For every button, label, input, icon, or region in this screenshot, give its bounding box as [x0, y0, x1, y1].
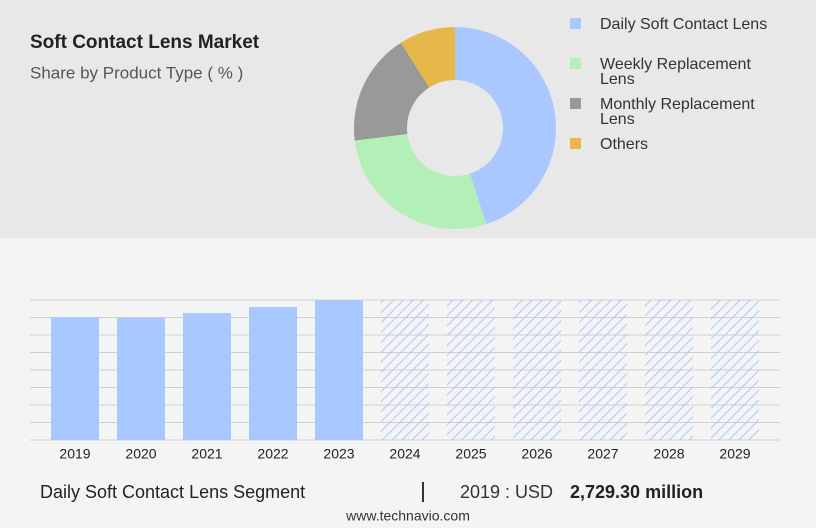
- bar: [249, 307, 297, 440]
- x-tick-label: 2020: [125, 446, 156, 462]
- bar: [51, 317, 99, 440]
- x-tick-label: 2022: [257, 446, 288, 462]
- footer-segment: Daily Soft Contact Lens Segment: [40, 482, 305, 502]
- donut-slice: [400, 27, 455, 88]
- x-tick-label: 2025: [455, 446, 486, 462]
- donut-slice: [354, 42, 430, 141]
- legend-swatch: [570, 58, 581, 69]
- x-tick-label: 2027: [587, 446, 618, 462]
- footer-value: 2,729.30 million: [570, 482, 703, 502]
- footer-year: 2019 : USD: [460, 482, 553, 502]
- x-tick-label: 2021: [191, 446, 222, 462]
- chart-subtitle: Share by Product Type ( % ): [30, 63, 243, 82]
- legend-label: Monthly Replacement Lens: [600, 96, 755, 128]
- legend-swatch: [570, 138, 581, 149]
- legend-swatch: [570, 18, 581, 29]
- forecast-bar: [645, 300, 693, 440]
- x-tick-label: 2023: [323, 446, 354, 462]
- chart-title: Soft Contact Lens Market: [30, 32, 260, 53]
- x-tick-label: 2028: [653, 446, 684, 462]
- donut-slice: [455, 27, 556, 225]
- forecast-bar: [513, 300, 561, 440]
- bar: [315, 300, 363, 440]
- x-tick-label: 2024: [389, 446, 420, 462]
- forecast-bar: [711, 300, 759, 440]
- x-tick-label: 2026: [521, 446, 552, 462]
- forecast-bar: [579, 300, 627, 440]
- legend-label: Others: [600, 136, 649, 153]
- donut-slice: [354, 134, 487, 230]
- legend-swatch: [570, 98, 581, 109]
- bar: [117, 318, 165, 440]
- legend-label: Daily Soft Contact Lens: [600, 16, 768, 33]
- website: www.technavio.com: [345, 508, 470, 524]
- bar: [183, 313, 231, 440]
- forecast-bar: [447, 300, 495, 440]
- x-tick-label: 2019: [59, 446, 90, 462]
- legend-label: Weekly Replacement Lens: [600, 56, 751, 88]
- forecast-bar: [381, 300, 429, 440]
- x-tick-label: 2029: [719, 446, 750, 462]
